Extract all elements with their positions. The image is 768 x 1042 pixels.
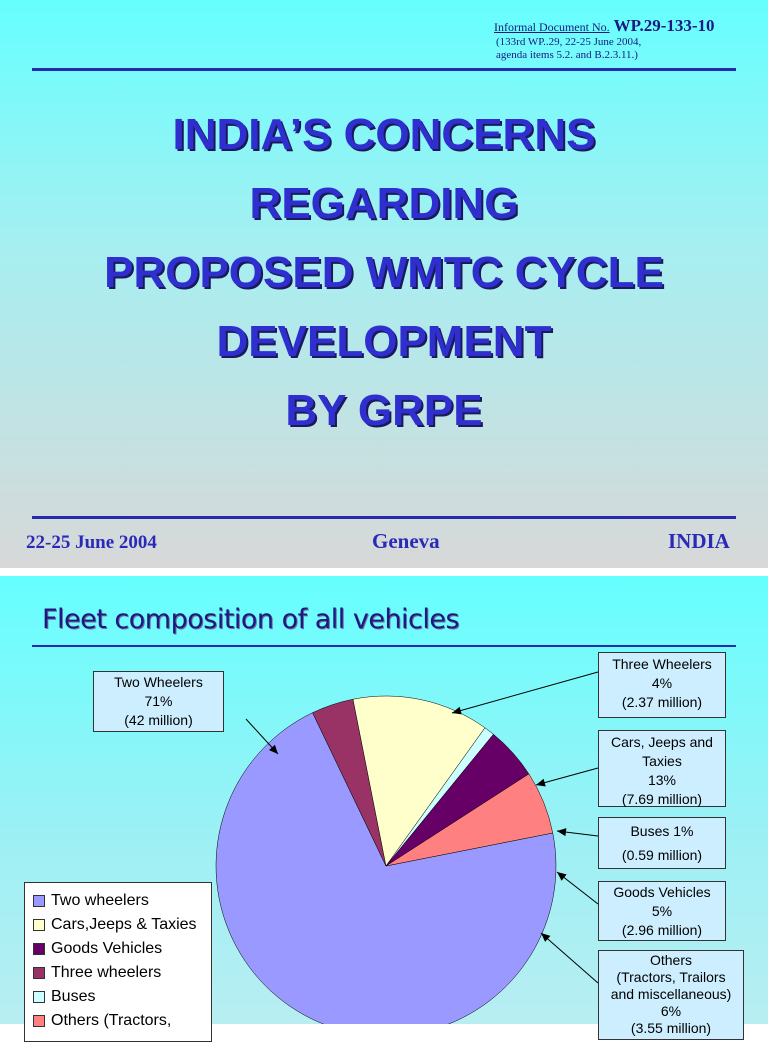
legend-swatch [33, 895, 45, 907]
legend-item: Three wheelers [33, 961, 211, 985]
title-slide [0, 0, 768, 568]
label-buses-name: Buses 1% [630, 823, 694, 839]
label-cars-count: (7.69 million) [621, 791, 703, 807]
legend-label: Two wheelers [51, 892, 149, 909]
legend-swatch [33, 967, 45, 979]
legend-label: Three wheelers [51, 964, 162, 981]
label-buses: Buses 1% (0.59 million) [598, 817, 726, 869]
doc-number: WP.29-133-10 [613, 16, 715, 35]
slide-title: INDIA’S CONCERNS REGARDING PROPOSED WMTC… [0, 100, 768, 445]
label-others-desc-1: (Tractors, Trailors [616, 969, 726, 985]
title-line-1: INDIA’S CONCERNS [172, 110, 596, 159]
legend-label: Others (Tractors, [51, 1012, 172, 1029]
legend-label: Goods Vehicles [51, 940, 163, 957]
title-line-3: PROPOSED WMTC CYCLE [104, 248, 664, 297]
legend-item: Goods Vehicles [33, 937, 211, 961]
doc-sub-line-1: (133rd WP..29, 22-25 June 2004, [496, 36, 642, 48]
title-line-4: DEVELOPMENT [216, 317, 552, 366]
chart-legend: Two wheelers Cars,Jeeps & Taxies Goods V… [24, 882, 212, 1042]
label-three-wheelers: Three Wheelers 4% (2.37 million) [598, 652, 726, 718]
legend-item: Cars,Jeeps & Taxies [33, 913, 211, 937]
legend-swatch [33, 1015, 45, 1027]
label-three-wheelers-count: (2.37 million) [621, 694, 703, 710]
label-three-wheelers-pct: 4% [651, 675, 673, 691]
document-reference: Informal Document No. WP.29-133-10 (133r… [494, 16, 715, 62]
label-goods-count: (2.96 million) [621, 922, 703, 938]
label-others-desc-2: and miscellaneous) [610, 986, 732, 1002]
footer-place: Geneva [372, 529, 440, 553]
doc-label: Informal Document No. [494, 20, 610, 34]
legend-label: Cars,Jeeps & Taxies [51, 916, 197, 933]
slide-gap [0, 568, 768, 576]
label-others-count: (3.55 million) [630, 1020, 712, 1036]
label-goods: Goods Vehicles 5% (2.96 million) [598, 881, 726, 941]
footer-country: INDIA [668, 529, 730, 553]
label-cars-pct: 13% [647, 772, 677, 788]
footer-date: 22-25 June 2004 [26, 532, 157, 553]
label-two-wheelers-count: (42 million) [124, 712, 193, 728]
label-two-wheelers: Two Wheelers 71% (42 million) [93, 671, 224, 732]
legend-label: Buses [51, 988, 96, 1005]
label-buses-count: (0.59 million) [621, 847, 703, 863]
label-cars-name: Cars, Jeeps and [611, 734, 713, 750]
title-line-2: REGARDING [249, 179, 519, 228]
label-goods-name: Goods Vehicles [613, 884, 711, 900]
label-others-pct: 6% [660, 1003, 682, 1019]
label-three-wheelers-name: Three Wheelers [612, 656, 712, 672]
top-rule [32, 68, 736, 71]
chart-title: Fleet composition of all vehicles [42, 604, 460, 635]
label-two-wheelers-name: Two Wheelers [114, 674, 203, 690]
legend-swatch [33, 919, 45, 931]
label-cars-name-2: Taxies [642, 753, 682, 769]
doc-sub-line-2: agenda items 5.2. and B.2.3.11.) [496, 49, 638, 61]
legend-item: Two wheelers [33, 889, 211, 913]
legend-item: Others (Tractors, [33, 1009, 211, 1033]
legend-swatch [33, 991, 45, 1003]
label-others-name: Others [649, 952, 692, 968]
footer-rule [32, 516, 736, 519]
label-two-wheelers-pct: 71% [144, 693, 173, 709]
label-goods-pct: 5% [651, 903, 673, 919]
label-others: Others (Tractors, Trailors and miscellan… [598, 950, 744, 1040]
legend-swatch [33, 943, 45, 955]
label-cars: Cars, Jeeps and Taxies 13% (7.69 million… [598, 730, 726, 807]
chart-title-rule [32, 645, 736, 647]
title-line-5: BY GRPE [285, 386, 483, 435]
legend-item: Buses [33, 985, 211, 1009]
